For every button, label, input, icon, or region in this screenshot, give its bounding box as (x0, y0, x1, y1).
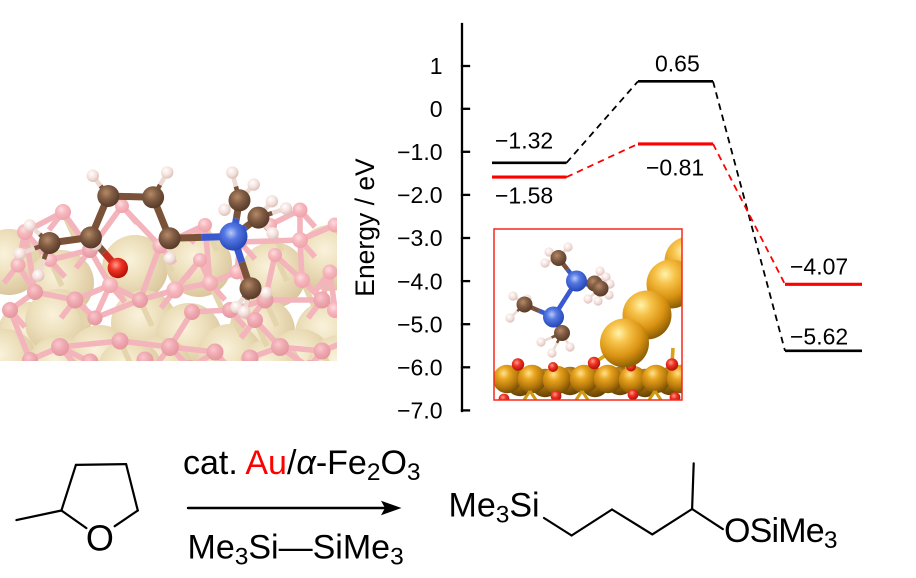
svg-text:−1.58: −1.58 (495, 183, 553, 209)
svg-text:−2.0: −2.0 (397, 182, 442, 208)
svg-text:1: 1 (430, 53, 443, 79)
svg-text:Me3Si—SiMe3: Me3Si—SiMe3 (188, 529, 404, 571)
svg-text:O: O (86, 518, 114, 559)
svg-text:−7.0: −7.0 (397, 398, 442, 424)
svg-text:Energy / eV: Energy / eV (350, 158, 380, 297)
svg-text:−6.0: −6.0 (397, 355, 442, 381)
svg-text:OSiMe3: OSiMe3 (724, 512, 837, 554)
svg-text:−1.32: −1.32 (495, 128, 553, 154)
svg-text:−5.62: −5.62 (790, 324, 848, 350)
svg-text:cat. Au/α-Fe2O3: cat. Au/α-Fe2O3 (183, 444, 421, 486)
svg-text:−5.0: −5.0 (397, 311, 442, 337)
svg-text:−0.81: −0.81 (646, 154, 704, 180)
svg-text:−3.0: −3.0 (397, 225, 442, 251)
svg-text:Me3Si: Me3Si (449, 487, 540, 529)
svg-text:0.65: 0.65 (655, 51, 700, 77)
svg-text:−4.07: −4.07 (790, 254, 848, 280)
svg-text:0: 0 (430, 96, 443, 122)
svg-text:−4.0: −4.0 (397, 268, 442, 294)
svg-text:−1.0: −1.0 (397, 139, 442, 165)
